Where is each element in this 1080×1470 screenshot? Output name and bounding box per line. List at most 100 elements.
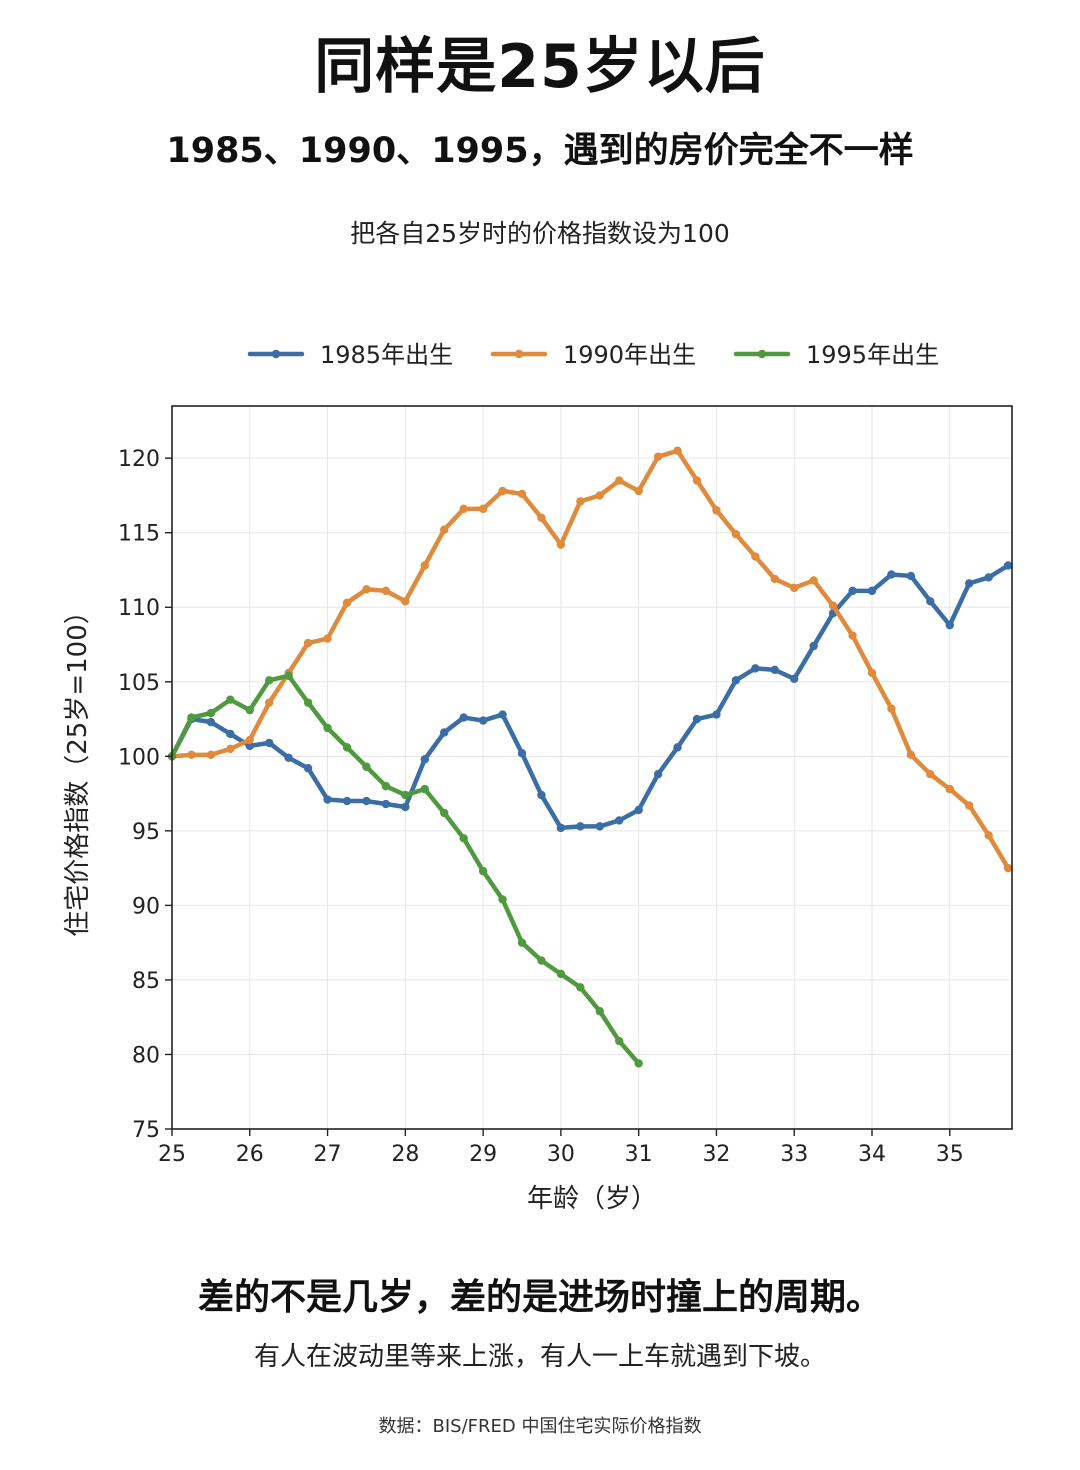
data-point xyxy=(712,710,721,719)
data-point xyxy=(342,796,352,806)
data-point xyxy=(926,770,935,779)
chart-grid xyxy=(171,406,1012,1130)
data-point xyxy=(615,476,624,485)
y-tick-label: 115 xyxy=(118,522,160,547)
y-tick-label: 100 xyxy=(118,745,160,770)
y-tick-label: 85 xyxy=(132,969,160,994)
legend-marker xyxy=(271,349,281,359)
data-point xyxy=(187,713,196,722)
x-tick-label: 25 xyxy=(158,1142,186,1167)
data-point xyxy=(265,698,274,707)
data-point xyxy=(751,664,760,673)
data-point xyxy=(965,801,974,810)
data-point xyxy=(303,638,313,648)
data-point xyxy=(576,822,585,831)
data-point xyxy=(381,586,391,596)
data-point xyxy=(342,598,352,607)
x-tick-label: 27 xyxy=(314,1142,342,1167)
chart-note: 把各自25岁时的价格指数设为100 xyxy=(350,219,730,248)
legend-label: 1990年出生 xyxy=(563,341,696,369)
takeaway-headline: 差的不是几岁，差的是进场时撞上的周期。 xyxy=(197,1277,882,1318)
data-point xyxy=(245,741,254,751)
data-point xyxy=(731,530,741,539)
data-point xyxy=(206,750,216,760)
data-point xyxy=(906,571,916,581)
y-axis-label: 住宅价格指数（25岁=100） xyxy=(63,598,93,937)
legend-item: 1995年出生 xyxy=(733,341,939,369)
data-point xyxy=(303,764,313,773)
data-point xyxy=(945,784,954,794)
data-point xyxy=(478,716,488,725)
chart-legend: 1985年出生 1990年出生 1995年出生 xyxy=(247,341,939,369)
data-point xyxy=(323,795,332,804)
page-subtitle: 1985、1990、1995，遇到的房价完全不一样 xyxy=(166,131,914,171)
data-point xyxy=(537,790,546,800)
x-tick-label: 33 xyxy=(780,1142,808,1167)
series-3 xyxy=(167,671,643,1068)
data-point xyxy=(673,446,682,455)
data-point xyxy=(401,802,410,812)
data-point xyxy=(537,956,546,965)
data-point xyxy=(226,744,235,754)
legend-marker xyxy=(757,349,767,359)
data-point xyxy=(459,504,468,514)
x-tick-label: 28 xyxy=(391,1142,419,1167)
data-point xyxy=(790,674,799,684)
data-point xyxy=(576,497,585,506)
data-point xyxy=(498,486,507,496)
data-point xyxy=(206,708,216,718)
line-chart: 1985年出生 1990年出生 1995年出生 25 26 27 28 29 30 31 32 33… xyxy=(63,341,1013,1214)
data-point xyxy=(459,713,468,722)
data-point xyxy=(265,676,274,685)
data-point xyxy=(848,586,857,596)
data-point xyxy=(362,796,371,806)
data-point xyxy=(342,743,352,752)
x-tick-label: 26 xyxy=(236,1142,264,1167)
data-point xyxy=(595,491,604,500)
x-tick-label: 31 xyxy=(625,1142,653,1167)
data-point xyxy=(323,723,332,733)
data-point xyxy=(809,576,818,585)
page-title: 同样是25岁以后 xyxy=(314,32,766,102)
data-point xyxy=(653,452,663,461)
data-point xyxy=(945,620,954,630)
data-point xyxy=(517,938,527,947)
data-point xyxy=(867,586,877,596)
data-point xyxy=(848,631,857,640)
data-point xyxy=(420,561,429,570)
data-point xyxy=(906,750,916,760)
data-point xyxy=(887,570,896,579)
chart-axes: 25 26 27 28 29 30 31 32 33 34 35 75 80 85 90 95 100 105 11… xyxy=(118,447,964,1167)
data-point xyxy=(770,665,779,675)
chart-series xyxy=(167,446,1013,1068)
legend-marker xyxy=(514,349,524,359)
data-point xyxy=(323,634,332,643)
data-point xyxy=(828,601,838,610)
x-tick-label: 30 xyxy=(547,1142,575,1167)
data-point xyxy=(984,573,993,582)
y-tick-label: 105 xyxy=(118,671,160,696)
data-point xyxy=(401,790,410,800)
data-point xyxy=(770,574,779,584)
data-point xyxy=(381,799,391,809)
data-point xyxy=(517,749,527,758)
data-point xyxy=(692,714,702,724)
data-point xyxy=(478,504,488,514)
data-point xyxy=(245,705,254,715)
data-point xyxy=(712,506,721,515)
legend-label: 1995年出生 xyxy=(806,341,939,369)
data-point xyxy=(478,866,488,876)
data-point xyxy=(284,671,293,681)
data-point xyxy=(790,583,799,593)
data-point xyxy=(206,717,216,727)
data-point xyxy=(459,834,468,843)
data-point xyxy=(517,489,527,499)
x-tick-label: 34 xyxy=(858,1142,886,1167)
data-point xyxy=(498,895,507,904)
data-point xyxy=(556,540,566,549)
data-point xyxy=(226,729,235,739)
data-point xyxy=(809,641,818,651)
y-tick-label: 80 xyxy=(132,1043,160,1068)
data-point xyxy=(673,743,682,752)
data-point xyxy=(615,1036,624,1046)
